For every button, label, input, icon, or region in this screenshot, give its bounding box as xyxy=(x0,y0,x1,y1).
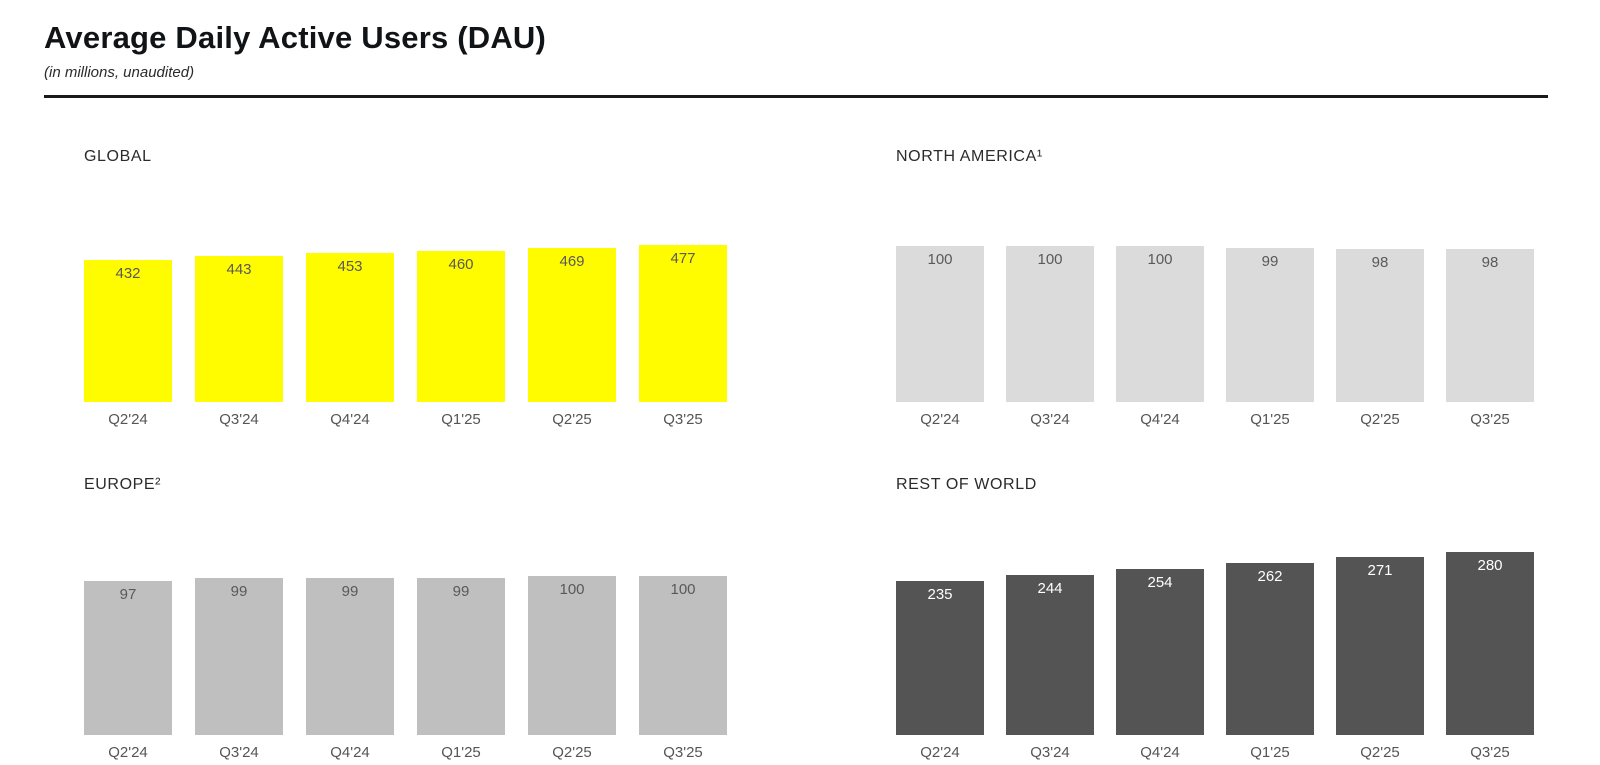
bar-value-label: 453 xyxy=(337,258,363,275)
bar-value-label: 99 xyxy=(452,583,470,600)
x-axis-label: Q3'24 xyxy=(219,411,259,428)
x-axis-label: Q2'24 xyxy=(108,744,148,761)
x-axis-label: Q1'25 xyxy=(1250,411,1290,428)
plot-area: 432 443 453 460 469 477 xyxy=(84,245,727,402)
bar-value-label: 98 xyxy=(1481,254,1499,271)
bar-value-label: 280 xyxy=(1477,557,1503,574)
chart-title-europe: EUROPE² xyxy=(84,476,162,493)
bar: 271 xyxy=(1336,557,1424,735)
bar-value-label: 97 xyxy=(119,586,137,603)
bar: 460 xyxy=(417,251,505,402)
x-axis-labels: Q2'24 Q3'24 Q4'24 Q1'25 Q2'25 Q3'25 xyxy=(896,411,1534,428)
page-title: Average Daily Active Users (DAU) xyxy=(44,20,547,55)
bar: 100 xyxy=(528,576,616,735)
chart-rest-of-world: REST OF WORLD 235 244 254 262 271 280 Q2'24 Q3… xyxy=(896,476,1534,761)
x-axis-label: Q2'25 xyxy=(1360,744,1400,761)
bar: 280 xyxy=(1446,552,1534,735)
bar-value-label: 443 xyxy=(226,261,252,278)
x-axis-labels: Q2'24 Q3'24 Q4'24 Q1'25 Q2'25 Q3'25 xyxy=(84,411,727,428)
x-axis-label: Q1'25 xyxy=(1250,744,1290,761)
plot-area: 235 244 254 262 271 280 xyxy=(896,551,1534,735)
x-axis-label: Q2'25 xyxy=(1360,411,1400,428)
bar-value-label: 100 xyxy=(1147,251,1173,268)
bar: 453 xyxy=(306,253,394,402)
x-axis-label: Q2'25 xyxy=(552,744,592,761)
x-axis-label: Q3'24 xyxy=(1030,411,1070,428)
bar-value-label: 469 xyxy=(559,253,585,270)
bar-value-label: 254 xyxy=(1147,574,1173,591)
bar: 235 xyxy=(896,581,984,735)
bar: 99 xyxy=(306,578,394,735)
x-axis-label: Q2'25 xyxy=(552,411,592,428)
bar: 477 xyxy=(639,245,727,402)
x-axis-label: Q3'25 xyxy=(663,411,703,428)
bar: 100 xyxy=(896,246,984,402)
x-axis-label: Q2'24 xyxy=(920,744,960,761)
bar: 100 xyxy=(1006,246,1094,402)
plot-area: 100 100 100 99 98 98 xyxy=(896,246,1534,402)
bar-value-label: 460 xyxy=(448,256,474,273)
chart-title-rest-of-world: REST OF WORLD xyxy=(896,476,1037,493)
x-axis-label: Q2'24 xyxy=(920,411,960,428)
x-axis-label: Q4'24 xyxy=(330,744,370,761)
bar-value-label: 100 xyxy=(559,581,585,598)
page-subtitle: (in millions, unaudited) xyxy=(44,64,195,81)
bar: 432 xyxy=(84,260,172,402)
bar-value-label: 98 xyxy=(1371,254,1389,271)
x-axis-labels: Q2'24 Q3'24 Q4'24 Q1'25 Q2'25 Q3'25 xyxy=(84,744,727,761)
bar: 100 xyxy=(639,576,727,735)
x-axis-label: Q3'24 xyxy=(219,744,259,761)
bar: 100 xyxy=(1116,246,1204,402)
bar: 262 xyxy=(1226,563,1314,735)
bar: 99 xyxy=(417,578,505,735)
bar-value-label: 271 xyxy=(1367,562,1393,579)
x-axis-label: Q4'24 xyxy=(1140,411,1180,428)
bar: 254 xyxy=(1116,569,1204,735)
plot-area: 97 99 99 99 100 100 xyxy=(84,576,727,735)
bar: 469 xyxy=(528,248,616,402)
chart-title-north-america: NORTH AMERICA¹ xyxy=(896,148,1043,165)
bar-value-label: 235 xyxy=(927,586,953,603)
bar-value-label: 99 xyxy=(341,583,359,600)
x-axis-label: Q1'25 xyxy=(441,744,481,761)
x-axis-label: Q4'24 xyxy=(330,411,370,428)
x-axis-label: Q4'24 xyxy=(1140,744,1180,761)
x-axis-label: Q3'24 xyxy=(1030,744,1070,761)
x-axis-label: Q1'25 xyxy=(441,411,481,428)
chart-global: GLOBAL 432 443 453 460 469 477 Q2'24 Q3'24 Q4'2… xyxy=(84,148,727,428)
bar-value-label: 432 xyxy=(115,265,141,282)
bar: 99 xyxy=(195,578,283,735)
x-axis-labels: Q2'24 Q3'24 Q4'24 Q1'25 Q2'25 Q3'25 xyxy=(896,744,1534,761)
bar: 97 xyxy=(84,581,172,735)
bar: 98 xyxy=(1336,249,1424,402)
title-divider xyxy=(44,95,1548,98)
bar-value-label: 100 xyxy=(927,251,953,268)
bar-value-label: 99 xyxy=(1261,253,1279,270)
x-axis-label: Q3'25 xyxy=(1470,744,1510,761)
x-axis-label: Q3'25 xyxy=(1470,411,1510,428)
x-axis-label: Q2'24 xyxy=(108,411,148,428)
bar-value-label: 100 xyxy=(670,581,696,598)
bar-value-label: 477 xyxy=(670,250,696,267)
chart-north-america: NORTH AMERICA¹ 100 100 100 99 98 98 Q2'24 Q3'2… xyxy=(896,148,1534,428)
title-block: Average Daily Active Users (DAU) (in mil… xyxy=(44,20,1548,81)
chart-title-global: GLOBAL xyxy=(84,148,152,165)
bar-value-label: 100 xyxy=(1037,251,1063,268)
bar: 98 xyxy=(1446,249,1534,402)
chart-europe: EUROPE² 97 99 99 99 100 100 Q2'24 Q3'24 Q4'24 Q1… xyxy=(84,476,727,761)
bar-value-label: 99 xyxy=(230,583,248,600)
bar: 244 xyxy=(1006,575,1094,735)
bar-value-label: 262 xyxy=(1257,568,1283,585)
bar-value-label: 244 xyxy=(1037,580,1063,597)
bar: 443 xyxy=(195,256,283,402)
x-axis-label: Q3'25 xyxy=(663,744,703,761)
bar: 99 xyxy=(1226,248,1314,402)
